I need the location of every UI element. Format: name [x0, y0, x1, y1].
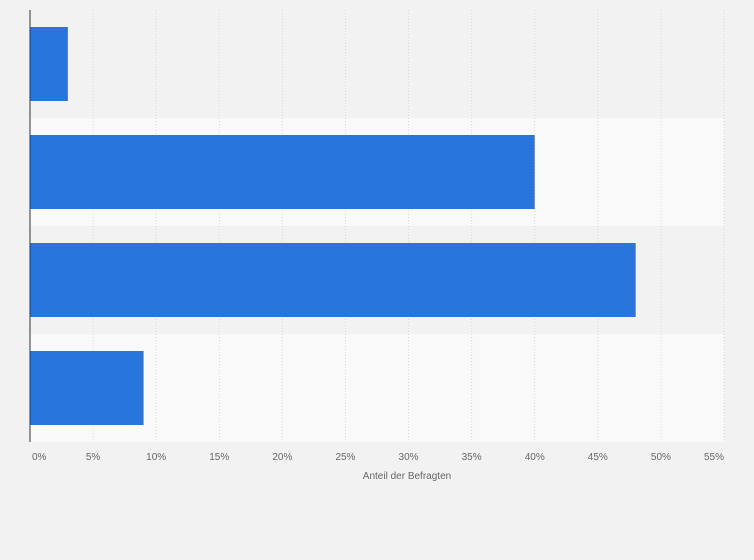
row-band: [30, 334, 724, 442]
bar[interactable]: [30, 135, 535, 209]
bar[interactable]: [30, 351, 144, 425]
x-tick-label: 0%: [32, 452, 47, 463]
x-tick-label: 30%: [399, 452, 419, 463]
bar[interactable]: [30, 243, 636, 317]
x-tick-label: 10%: [146, 452, 166, 463]
x-tick-label: 50%: [651, 452, 671, 463]
x-axis-title: Anteil der Befragten: [363, 471, 451, 482]
x-tick-label: 40%: [525, 452, 545, 463]
x-axis-ticks: 0% 5% 10% 15% 20% 25% 30% 35% 40% 45% 50% 55%: [32, 452, 724, 463]
x-tick-label: 25%: [335, 452, 355, 463]
x-tick-label: 5%: [86, 452, 101, 463]
x-tick-label: 45%: [588, 452, 608, 463]
x-tick-label: 20%: [272, 452, 292, 463]
bars: [30, 27, 636, 425]
bar[interactable]: [30, 27, 68, 101]
x-tick-label: 35%: [462, 452, 482, 463]
x-tick-label: 15%: [209, 452, 229, 463]
x-tick-label: 55%: [704, 452, 724, 463]
row-band: [30, 10, 724, 118]
